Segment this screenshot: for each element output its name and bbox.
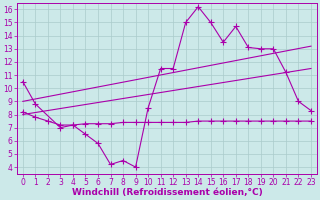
X-axis label: Windchill (Refroidissement éolien,°C): Windchill (Refroidissement éolien,°C) xyxy=(72,188,262,197)
